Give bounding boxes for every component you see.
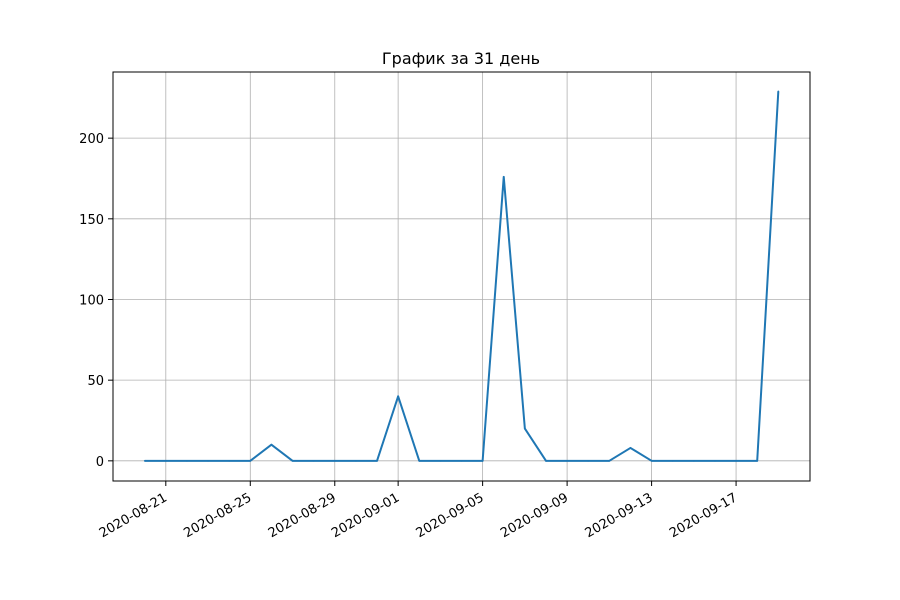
data-point <box>481 460 484 462</box>
chart-title: График за 31 день <box>382 49 540 68</box>
plot-area-frame <box>112 71 811 482</box>
data-point <box>439 460 442 462</box>
data-point <box>671 460 674 462</box>
data-point <box>397 395 399 398</box>
y-tick-label: 100 <box>79 293 104 308</box>
data-point <box>207 460 209 462</box>
data-point <box>566 460 568 462</box>
data-point <box>735 460 737 462</box>
y-tick-label: 150 <box>79 213 104 228</box>
data-point <box>524 427 526 430</box>
data-point <box>545 460 547 462</box>
series-layer <box>143 90 780 462</box>
data-point <box>756 460 758 462</box>
data-point <box>143 460 146 462</box>
data-point <box>355 460 357 462</box>
data-point <box>460 460 463 462</box>
y-axis: 0 50 100 150 200 <box>79 132 113 470</box>
data-point <box>714 460 716 462</box>
data-point <box>291 460 294 462</box>
data-point <box>418 460 421 462</box>
data-point <box>186 460 188 462</box>
data-point <box>228 460 230 462</box>
data-point <box>693 460 695 462</box>
data-point <box>165 460 167 462</box>
data-point <box>587 460 590 462</box>
data-point <box>333 460 336 462</box>
y-tick-label: 0 <box>96 455 104 470</box>
data-point <box>629 447 632 449</box>
data-point <box>270 443 273 446</box>
data-point <box>502 176 505 178</box>
data-point <box>312 460 315 462</box>
data-point <box>650 460 653 462</box>
data-point <box>777 90 780 93</box>
data-point <box>376 460 378 462</box>
y-tick-label: 50 <box>87 374 104 389</box>
y-tick-label: 200 <box>79 132 104 147</box>
data-point <box>608 460 611 462</box>
data-point <box>249 460 252 462</box>
